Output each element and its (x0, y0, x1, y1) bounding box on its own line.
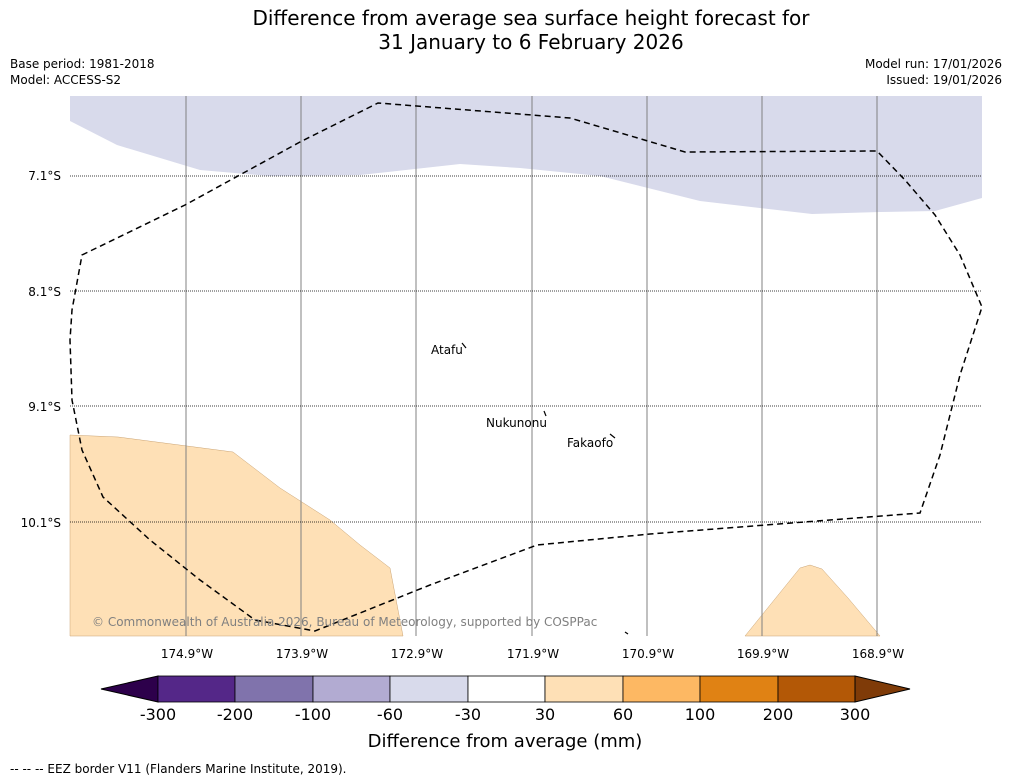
lon-label: 173.9°W (276, 647, 328, 661)
colorbar-segment (157, 675, 236, 703)
nukunonu-island-shape (543, 410, 547, 417)
longitude-gridlines (185, 96, 878, 636)
issued-date: Issued: 19/01/2026 (886, 73, 1002, 87)
lon-label: 172.9°W (391, 647, 443, 661)
longitude-labels: 174.9°W 173.9°W 172.9°W 171.9°W 170.9°W … (161, 647, 904, 661)
islands (461, 342, 629, 635)
colorbar-tick: 300 (840, 705, 871, 724)
colorbar-segment (544, 675, 624, 703)
colorbar-tick: -30 (455, 705, 481, 724)
latitude-labels: 7.1°S 8.1°S 9.1°S 10.1°S (21, 169, 61, 530)
atafu-island-shape (461, 342, 467, 349)
colorbar-segment (312, 675, 391, 703)
colorbar-tick: -200 (217, 705, 253, 724)
meta-left: Base period: 1981-2018 Model: ACCESS-S2 (10, 56, 155, 88)
colorbar-tick: 200 (763, 705, 794, 724)
copyright-notice: © Commonwealth of Australia 2026, Bureau… (92, 615, 597, 629)
colorbar-segment (699, 675, 779, 703)
place-label-fakaofo: Fakaofo (567, 436, 613, 450)
lat-label: 9.1°S (28, 400, 61, 414)
eez-footnote: -- -- -- EEZ border V11 (Flanders Marine… (10, 762, 347, 776)
colorbar-segment (777, 675, 856, 703)
lon-label: 169.9°W (737, 647, 789, 661)
model-run: Model run: 17/01/2026 (864, 57, 1002, 71)
colorbar-max-extension (854, 675, 911, 703)
colorbar-segment (234, 675, 314, 703)
meta-right: Model run: 17/01/2026 Issued: 19/01/2026 (865, 56, 1002, 88)
negative-anomaly-region (70, 96, 982, 214)
lat-label: 7.1°S (28, 169, 61, 183)
lat-label: 10.1°S (21, 516, 61, 530)
colorbar-segment (622, 675, 701, 703)
colorbar-tick: -60 (377, 705, 403, 724)
lat-label: 8.1°S (28, 285, 61, 299)
colorbar-title: Difference from average (mm) (368, 731, 643, 752)
colorbar: -300 -200 -100 -60 -30 30 60 100 200 300… (100, 675, 911, 752)
positive-anomaly-region-se (744, 564, 881, 637)
lon-label: 170.9°W (622, 647, 674, 661)
eez-border (69, 102, 983, 632)
colorbar-tick: 100 (685, 705, 716, 724)
fakaofo-island-shape (609, 433, 616, 439)
place-label-atafu: Atafu (431, 343, 463, 357)
chart-title: Difference from average sea surface heig… (0, 6, 1011, 54)
colorbar-tick-labels: -300 -200 -100 -60 -30 30 60 100 200 300 (140, 705, 870, 724)
model-name: Model: ACCESS-S2 (10, 73, 122, 87)
title-line-1: Difference from average sea surface heig… (252, 6, 810, 30)
lon-label: 174.9°W (161, 647, 213, 661)
colorbar-segment (389, 675, 469, 703)
map-area: Atafu Nukunonu Fakaofo © Commonwealth of… (69, 96, 983, 637)
colorbar-min-extension (100, 675, 159, 703)
colorbar-tick: -300 (140, 705, 176, 724)
lon-label: 171.9°W (507, 647, 559, 661)
colorbar-tick: 60 (613, 705, 633, 724)
colorbar-tick: -100 (295, 705, 331, 724)
positive-anomaly-region-sw (69, 434, 404, 637)
title-line-2: 31 January to 6 February 2026 (378, 30, 684, 54)
colorbar-tick: 30 (535, 705, 555, 724)
base-period: Base period: 1981-2018 (10, 57, 155, 71)
colorbar-segment (467, 675, 546, 703)
place-label-nukunonu: Nukunonu (486, 416, 547, 430)
latitude-gridlines (70, 175, 982, 523)
small-island-shape (624, 631, 629, 635)
lon-label: 168.9°W (852, 647, 904, 661)
